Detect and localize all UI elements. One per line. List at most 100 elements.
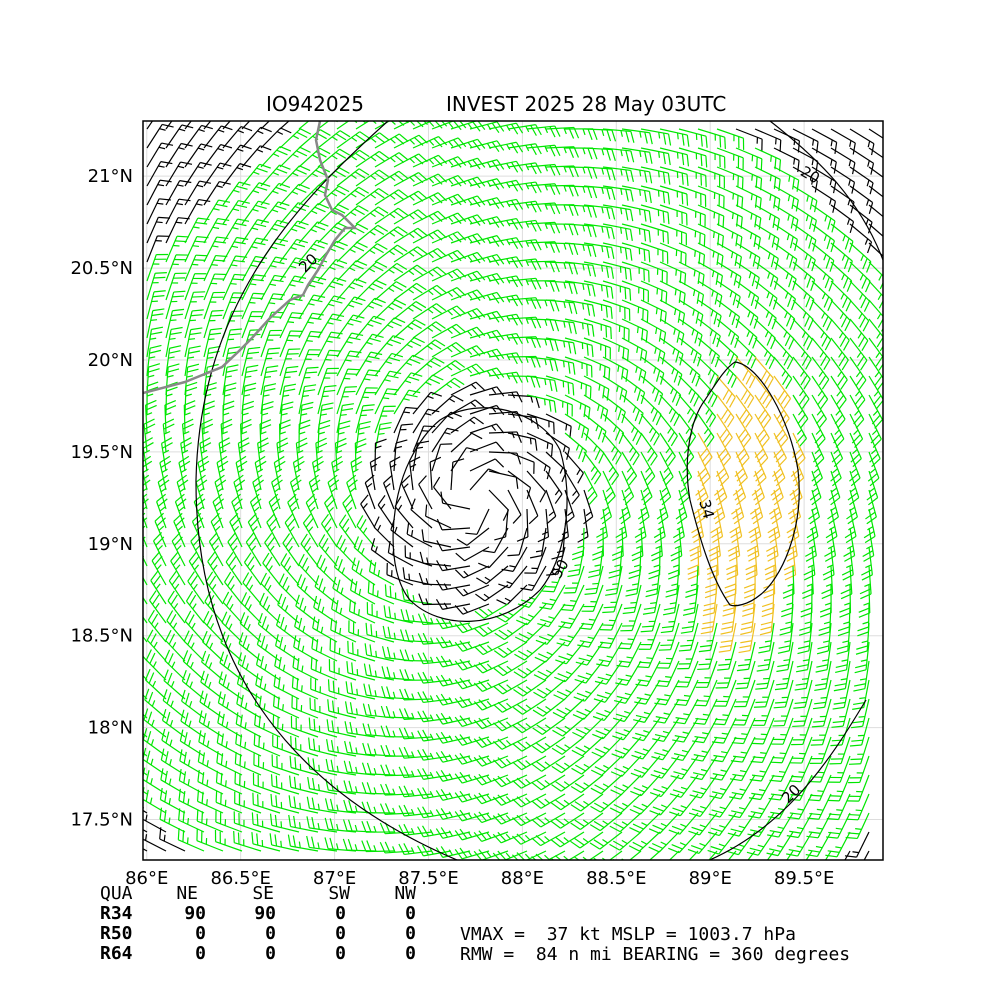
- wind-barb: [772, 698, 794, 727]
- wind-barb: [771, 451, 786, 487]
- wind-barb: [531, 812, 566, 828]
- wind-barb: [735, 147, 763, 171]
- wind-barb: [309, 697, 338, 719]
- lat-tick-label: 20.5°N: [70, 258, 133, 279]
- wind-barb: [151, 551, 167, 586]
- wind-barb: [678, 375, 700, 407]
- wind-barb: [564, 242, 597, 258]
- wind-barb: [610, 755, 642, 777]
- wind-barb: [298, 312, 324, 339]
- wind-barb: [291, 675, 319, 700]
- wind-barb: [716, 394, 735, 428]
- wind-barb: [735, 128, 763, 151]
- wind-barb: [344, 740, 376, 757]
- wind-barb: [454, 621, 490, 634]
- wind-barb: [363, 663, 395, 681]
- wind-barb: [412, 229, 447, 244]
- wind-barb: [289, 755, 319, 776]
- wind-barb: [455, 546, 490, 562]
- wind-barb: [677, 641, 699, 670]
- wind-barb: [714, 679, 737, 707]
- wind-barb: [166, 610, 186, 643]
- wind-barb: [770, 736, 794, 764]
- wind-barb: [165, 198, 191, 225]
- wind-barb: [338, 514, 357, 548]
- wind-barb: [748, 508, 762, 544]
- wind-barb: [356, 515, 376, 548]
- wind-barb: [758, 622, 775, 654]
- wind-barb: [197, 455, 210, 491]
- wind-barb: [832, 679, 851, 710]
- wind-barb: [716, 375, 736, 408]
- wind-barb: [621, 147, 653, 164]
- wind-barb: [488, 141, 524, 154]
- wind-barb: [143, 694, 148, 700]
- wind-barb: [184, 327, 203, 358]
- wind-barb: [222, 236, 249, 263]
- wind-barb: [279, 275, 307, 301]
- wind-barb: [473, 811, 509, 824]
- wind-barb: [868, 375, 883, 410]
- wind-barb: [669, 793, 699, 817]
- wind-barb: [398, 766, 433, 779]
- wind-barb: [203, 121, 212, 130]
- wind-barb: [167, 590, 186, 624]
- wind-barb: [327, 474, 340, 510]
- wind-barb: [668, 831, 699, 854]
- wind-barb: [157, 474, 170, 510]
- wind-barb: [203, 291, 225, 320]
- wind-barb: [280, 553, 300, 586]
- wind-barb: [412, 357, 445, 377]
- wind-barb: [811, 242, 835, 272]
- wind-barb: [747, 850, 756, 860]
- wind-barb: [622, 584, 642, 615]
- wind-barb: [409, 456, 421, 491]
- wind-barb: [187, 571, 205, 605]
- wind-barb: [858, 584, 871, 618]
- wind-barb: [184, 291, 206, 320]
- wind-barb: [668, 546, 680, 580]
- wind-barb: [609, 793, 642, 814]
- wind-barb: [418, 593, 452, 606]
- wind-barb: [526, 451, 551, 480]
- wind-barb: [602, 261, 632, 281]
- wind-barb: [435, 655, 471, 668]
- wind-barb: [417, 613, 452, 626]
- wind-barb: [659, 204, 688, 226]
- wind-barb: [412, 391, 442, 415]
- wind-barb: [512, 812, 547, 827]
- wind-barb: [619, 489, 631, 525]
- wind-barb: [609, 831, 642, 851]
- table-cell: 0: [195, 943, 206, 964]
- wind-barb: [290, 716, 319, 738]
- wind-barb: [384, 584, 414, 605]
- wind-barb: [260, 121, 271, 130]
- wind-barb: [203, 611, 224, 643]
- wind-barb: [649, 774, 680, 798]
- wind-barb: [383, 605, 414, 624]
- wind-barb: [716, 261, 742, 289]
- wind-barb: [512, 698, 547, 715]
- wind-barb: [355, 169, 389, 187]
- wind-barb: [287, 493, 300, 529]
- wind-barb: [233, 811, 262, 833]
- contour-label: 50: [548, 556, 573, 582]
- wind-barb: [602, 394, 626, 424]
- wind-barb: [184, 180, 212, 206]
- wind-barb: [588, 546, 604, 578]
- wind-barb: [602, 242, 633, 261]
- wind-barb: [165, 290, 186, 320]
- wind-barb: [868, 166, 883, 178]
- wind-barb: [868, 432, 881, 468]
- wind-barb: [786, 831, 813, 857]
- wind-barb: [830, 375, 847, 410]
- wind-barb: [546, 546, 566, 576]
- wind-barb: [716, 280, 741, 309]
- wind-barb: [602, 432, 622, 465]
- wind-barb: [678, 166, 707, 188]
- wind-barb: [290, 735, 319, 757]
- wind-barb: [717, 641, 737, 671]
- wind-barb: [697, 432, 713, 467]
- wind-barb: [651, 736, 680, 761]
- wind-barb: [507, 527, 528, 557]
